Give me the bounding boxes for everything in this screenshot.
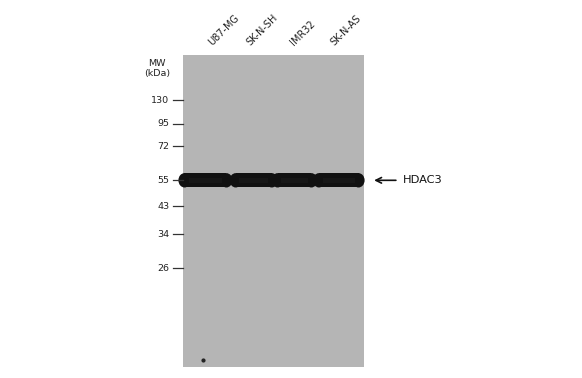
Text: 26: 26: [157, 264, 169, 273]
Text: MW
(kDa): MW (kDa): [144, 59, 170, 78]
Ellipse shape: [221, 173, 232, 187]
Bar: [239, 178, 268, 183]
Ellipse shape: [306, 173, 317, 187]
Ellipse shape: [313, 173, 325, 187]
Text: 130: 130: [151, 96, 169, 105]
Text: 34: 34: [157, 230, 169, 239]
Bar: [184, 173, 226, 187]
Text: 72: 72: [157, 142, 169, 151]
Text: 95: 95: [157, 119, 169, 128]
Bar: [281, 178, 308, 183]
Text: U87-MG: U87-MG: [207, 12, 242, 47]
Text: 43: 43: [157, 201, 169, 211]
Text: HDAC3: HDAC3: [403, 175, 442, 185]
Ellipse shape: [272, 173, 283, 187]
Bar: [236, 173, 272, 187]
Ellipse shape: [179, 173, 190, 187]
Bar: [189, 178, 222, 183]
Bar: [183, 55, 364, 367]
Ellipse shape: [266, 173, 278, 187]
Bar: [323, 178, 354, 183]
Bar: [319, 173, 359, 187]
Text: SK-N-AS: SK-N-AS: [329, 13, 363, 47]
Text: 55: 55: [157, 176, 169, 185]
Ellipse shape: [353, 173, 364, 187]
Bar: [278, 173, 311, 187]
Ellipse shape: [230, 173, 242, 187]
Text: SK-N-SH: SK-N-SH: [244, 12, 279, 47]
Text: IMR32: IMR32: [288, 19, 317, 47]
